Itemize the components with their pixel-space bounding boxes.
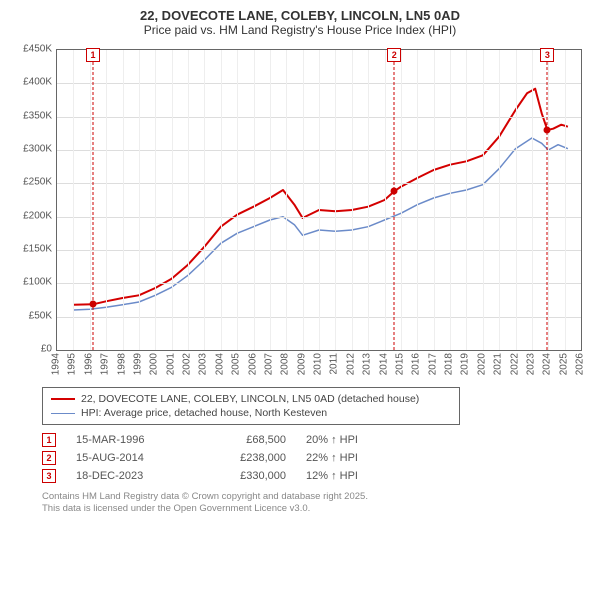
chart-subtitle: Price paid vs. HM Land Registry's House … (10, 23, 590, 37)
x-axis-label: 1997 (100, 353, 111, 375)
x-axis-label: 1995 (67, 353, 78, 375)
x-axis-label: 2012 (345, 353, 356, 375)
table-row: 1 15-MAR-1996 £68,500 20% ↑ HPI (42, 431, 590, 449)
x-axis-label: 2016 (411, 353, 422, 375)
x-axis-label: 2013 (362, 353, 373, 375)
x-axis-label: 2009 (296, 353, 307, 375)
y-axis-label: £350K (12, 110, 52, 121)
y-axis-label: £100K (12, 277, 52, 288)
y-axis-label: £450K (12, 44, 52, 55)
x-axis-labels: 1994199519961997199819992000200120022003… (56, 353, 580, 387)
chart-title-address: 22, DOVECOTE LANE, COLEBY, LINCOLN, LN5 … (10, 8, 590, 23)
marker-badge-3: 3 (42, 469, 56, 483)
transaction-date: 18-DEC-2023 (76, 470, 186, 482)
x-axis-label: 2004 (214, 353, 225, 375)
x-axis-label: 2002 (182, 353, 193, 375)
x-axis-label: 2014 (378, 353, 389, 375)
legend-swatch-property (51, 398, 75, 400)
transactions-table: 1 15-MAR-1996 £68,500 20% ↑ HPI 2 15-AUG… (42, 431, 590, 485)
transaction-delta: 12% ↑ HPI (306, 470, 396, 482)
x-axis-label: 2000 (149, 353, 160, 375)
x-axis-label: 1996 (83, 353, 94, 375)
x-axis-label: 2017 (427, 353, 438, 375)
x-axis-label: 1999 (132, 353, 143, 375)
x-axis-label: 2001 (165, 353, 176, 375)
x-axis-label: 2015 (394, 353, 405, 375)
footer-attribution: Contains HM Land Registry data © Crown c… (42, 491, 590, 524)
plot-area: 1 2 3 1994 1995 1996 1997 1998 1999 2000 2001 2002… (10, 43, 590, 383)
x-axis-label: 1998 (116, 353, 127, 375)
chart-marker-3: 3 (540, 48, 554, 62)
footer-line2: This data is licensed under the Open Gov… (42, 503, 590, 515)
y-axis-label: £200K (12, 210, 52, 221)
footer-line1: Contains HM Land Registry data © Crown c… (42, 491, 590, 503)
transaction-price: £238,000 (206, 452, 286, 464)
legend-label-hpi: HPI: Average price, detached house, Nort… (81, 407, 327, 419)
y-axis-label: £50K (12, 310, 52, 321)
x-axis-label: 2007 (263, 353, 274, 375)
transaction-date: 15-AUG-2014 (76, 452, 186, 464)
x-axis-label: 2018 (444, 353, 455, 375)
legend-row-hpi: HPI: Average price, detached house, Nort… (51, 406, 451, 420)
marker-badge-2: 2 (42, 451, 56, 465)
chart-container: 22, DOVECOTE LANE, COLEBY, LINCOLN, LN5 … (0, 0, 600, 524)
x-axis-label: 2024 (542, 353, 553, 375)
x-axis-label: 2026 (575, 353, 586, 375)
y-axis-label: £250K (12, 177, 52, 188)
table-row: 3 18-DEC-2023 £330,000 12% ↑ HPI (42, 467, 590, 485)
chart-marker-1: 1 (86, 48, 100, 62)
transaction-price: £330,000 (206, 470, 286, 482)
legend-swatch-hpi (51, 413, 75, 414)
x-axis-label: 2003 (198, 353, 209, 375)
x-axis-label: 2020 (476, 353, 487, 375)
legend: 22, DOVECOTE LANE, COLEBY, LINCOLN, LN5 … (42, 387, 460, 425)
plot-inner: 1 2 3 (56, 49, 582, 351)
y-axis-label: £400K (12, 77, 52, 88)
x-axis-label: 2011 (329, 353, 340, 375)
x-axis-label: 2021 (493, 353, 504, 375)
x-axis-label: 2005 (231, 353, 242, 375)
x-axis-label: 2010 (313, 353, 324, 375)
transaction-date: 15-MAR-1996 (76, 434, 186, 446)
transaction-price: £68,500 (206, 434, 286, 446)
legend-label-property: 22, DOVECOTE LANE, COLEBY, LINCOLN, LN5 … (81, 393, 419, 405)
table-row: 2 15-AUG-2014 £238,000 22% ↑ HPI (42, 449, 590, 467)
x-axis-label: 2006 (247, 353, 258, 375)
y-axis-label: £0 (12, 344, 52, 355)
legend-row-property: 22, DOVECOTE LANE, COLEBY, LINCOLN, LN5 … (51, 392, 451, 406)
x-axis-label: 2023 (525, 353, 536, 375)
y-axis-label: £150K (12, 244, 52, 255)
x-axis-label: 1994 (51, 353, 62, 375)
x-axis-label: 2008 (280, 353, 291, 375)
chart-marker-2: 2 (387, 48, 401, 62)
marker-badge-1: 1 (42, 433, 56, 447)
y-axis-label: £300K (12, 144, 52, 155)
x-axis-label: 2019 (460, 353, 471, 375)
transaction-delta: 22% ↑ HPI (306, 452, 396, 464)
transaction-delta: 20% ↑ HPI (306, 434, 396, 446)
x-axis-label: 2025 (558, 353, 569, 375)
x-axis-label: 2022 (509, 353, 520, 375)
